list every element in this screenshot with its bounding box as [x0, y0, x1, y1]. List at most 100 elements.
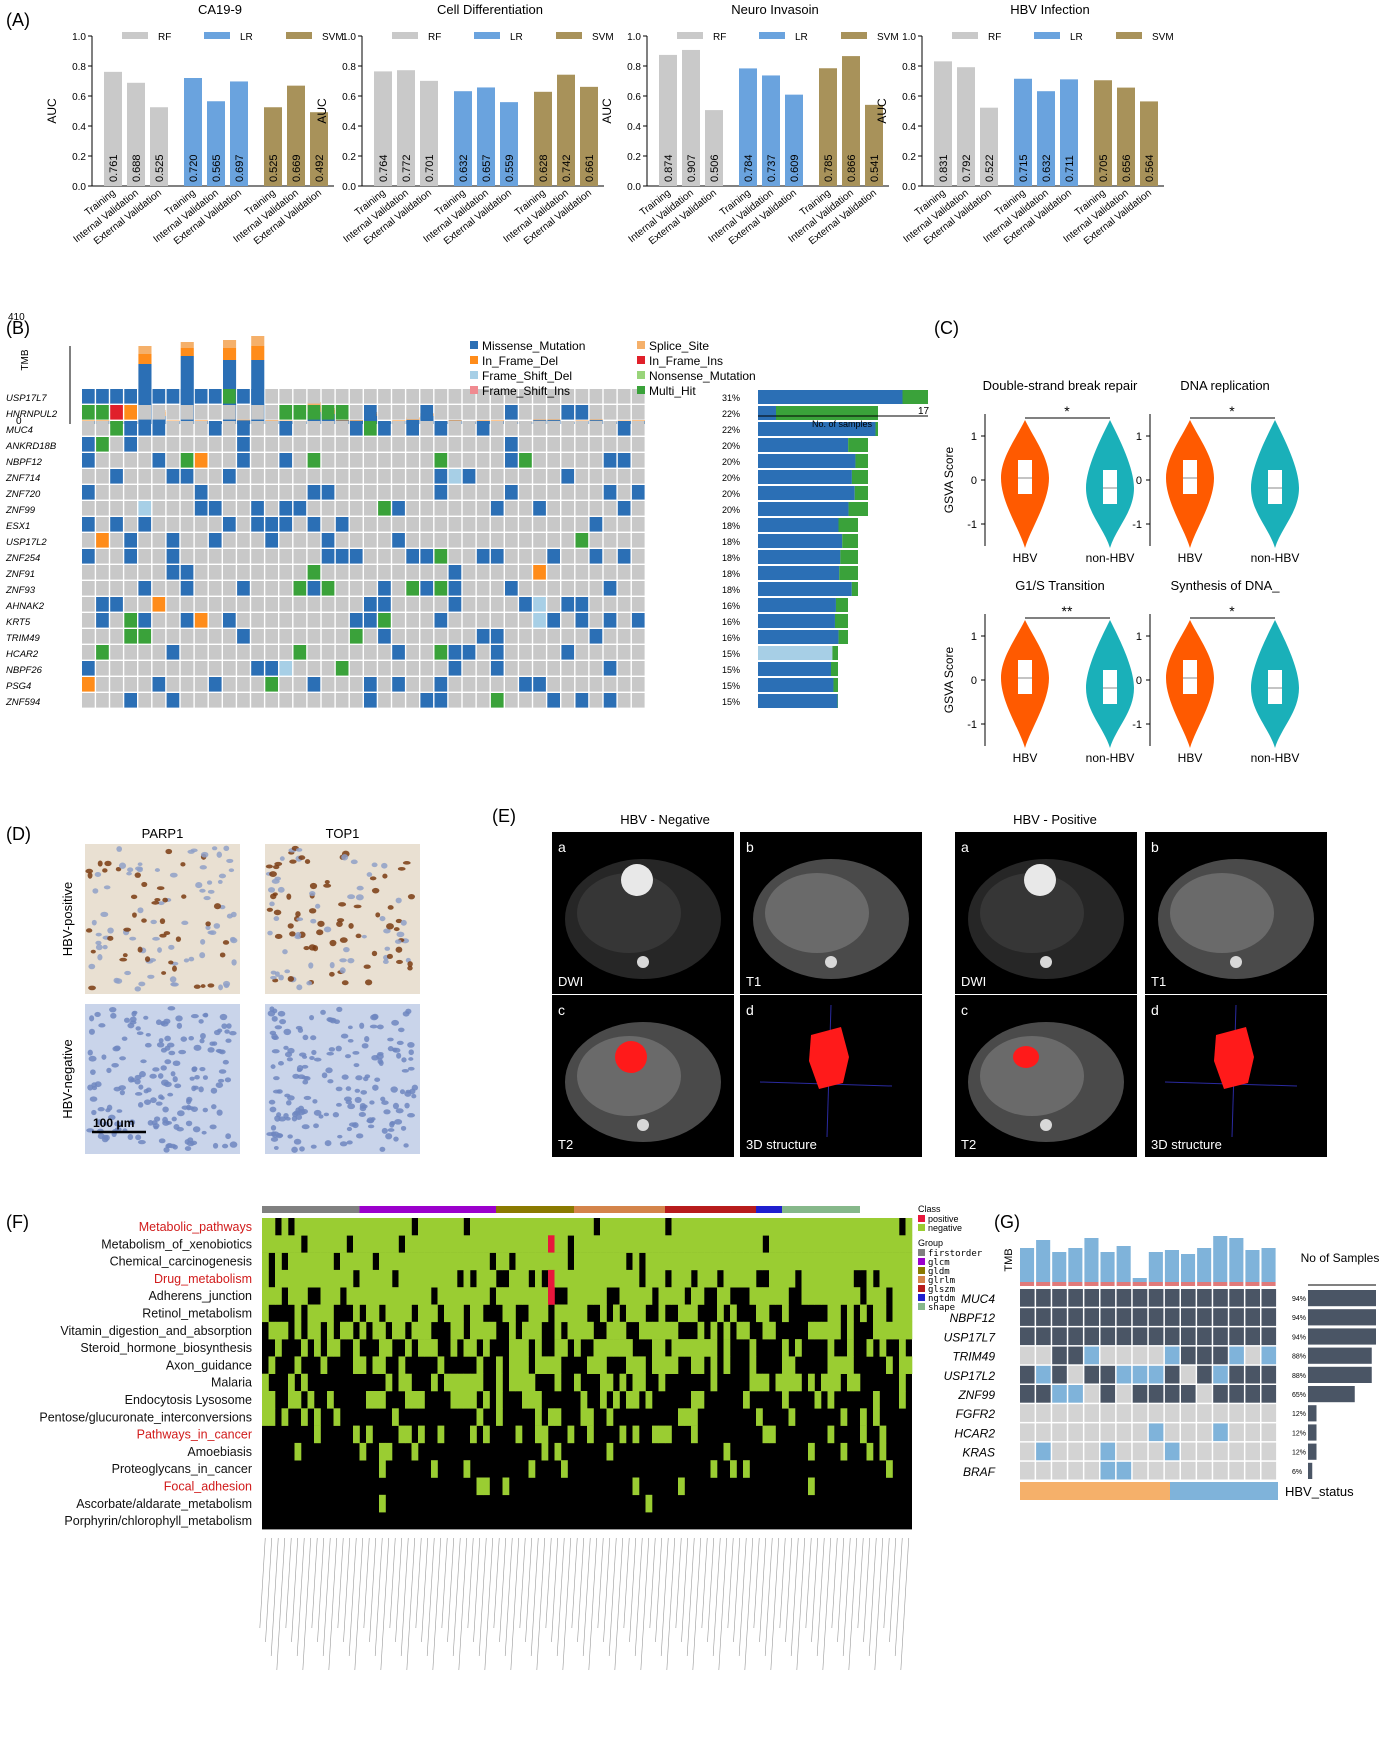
- tmb-bar: [166, 420, 180, 422]
- bar-value-label: 0.785: [823, 154, 835, 182]
- heatmap-cell: [658, 1425, 666, 1444]
- onco-cell: [575, 565, 589, 580]
- onco-cell: [547, 501, 560, 516]
- heatmap-cell: [899, 1287, 906, 1305]
- onco-cell: [307, 581, 321, 596]
- nucleus: [407, 1066, 415, 1071]
- onco-cell: [82, 629, 95, 644]
- onco-cell: [561, 549, 575, 564]
- onco-cell: [138, 693, 152, 708]
- onco-cell: [110, 533, 123, 548]
- heatmap-cell: [899, 1304, 906, 1323]
- nucleus: [172, 1060, 181, 1067]
- tmb-bar: [364, 416, 378, 424]
- nucleus: [199, 865, 207, 870]
- heatmap-cell: [392, 1252, 399, 1271]
- tmb-bar: [335, 419, 349, 421]
- heatmap-cell: [671, 1252, 679, 1271]
- feature-label-mark: [504, 1537, 513, 1657]
- onco-cell: [505, 421, 518, 436]
- heatmap-cell: [697, 1269, 705, 1288]
- onco-cell: [434, 437, 448, 452]
- heatmap-cell: [463, 1269, 471, 1288]
- onco-cell: [476, 517, 490, 532]
- onco-cell: [1116, 1442, 1132, 1461]
- bar-value-label: 0.831: [938, 154, 950, 182]
- bar: [842, 56, 860, 186]
- gene-percent: 31%: [722, 393, 740, 403]
- heatmap-cell: [444, 1252, 451, 1271]
- heatmap-cell: [886, 1235, 893, 1253]
- onco-cell: [448, 661, 462, 676]
- onco-cell: [251, 581, 264, 596]
- gene-percent: 65%: [1292, 1392, 1306, 1399]
- heatmap-cell: [346, 1218, 354, 1236]
- onco-cell: [1148, 1308, 1164, 1326]
- onco-cell: [237, 501, 250, 516]
- heatmap-cell: [684, 1269, 692, 1288]
- onco-cell: [420, 597, 434, 612]
- nucleus: [164, 1045, 171, 1051]
- pathway-label: Focal_adhesion: [164, 1480, 252, 1494]
- heatmap-cell: [385, 1442, 393, 1461]
- onco-cell: [194, 677, 208, 692]
- heatmap-cell: [730, 1235, 737, 1253]
- heatmap-cell: [275, 1269, 282, 1288]
- heatmap-cell: [392, 1304, 399, 1323]
- onco-cell: [307, 533, 321, 548]
- feature-label-mark: [712, 1537, 721, 1657]
- class-swatch: [918, 1215, 925, 1222]
- nucleus: [229, 1141, 238, 1148]
- nucleus: [153, 1116, 161, 1122]
- heatmap-cell: [658, 1321, 666, 1340]
- heatmap-cell: [411, 1321, 419, 1340]
- onco-cell: [138, 677, 152, 692]
- heatmap-cell: [710, 1218, 718, 1236]
- heatmap-cell: [372, 1321, 380, 1340]
- onco-cell: [617, 677, 631, 692]
- onco-cell: [124, 565, 137, 580]
- onco-cell: [138, 437, 152, 452]
- sample-bar: [1308, 1424, 1317, 1441]
- nucleus: [199, 1038, 205, 1044]
- heatmap-cell: [782, 1218, 789, 1236]
- onco-cell: [223, 405, 236, 420]
- onco-cell: [1068, 1327, 1083, 1346]
- heatmap-cell: [496, 1373, 503, 1392]
- bar: [980, 107, 998, 186]
- mri-image: bT1: [740, 832, 922, 994]
- nucleus: [315, 903, 321, 909]
- heatmap-cell: [593, 1356, 601, 1374]
- onco-cell: [237, 597, 250, 612]
- onco-cell: [505, 613, 518, 628]
- onco-cell: [166, 661, 180, 676]
- onco-cell: [617, 421, 631, 436]
- heatmap-cell: [749, 1287, 757, 1305]
- stained-nucleus: [130, 894, 138, 900]
- gene-percent: 20%: [722, 489, 740, 499]
- onco-cell: [519, 693, 532, 708]
- onco-cell: [434, 533, 448, 548]
- onco-cell: [434, 389, 448, 404]
- heatmap-cell: [717, 1235, 724, 1253]
- tmb-bar-secondary: [1084, 1282, 1099, 1286]
- onco-cell: [180, 677, 194, 692]
- onco-cell: [547, 693, 560, 708]
- heatmap-cell: [457, 1373, 464, 1392]
- onco-cell: [1164, 1423, 1180, 1442]
- heatmap-cell: [899, 1339, 906, 1357]
- heatmap-cell: [483, 1321, 490, 1340]
- heatmap-cell: [476, 1321, 484, 1340]
- onco-cell: [1084, 1461, 1099, 1480]
- onco-cell: [82, 501, 95, 516]
- tmb-bar: [490, 420, 504, 422]
- onco-cell: [631, 485, 645, 500]
- onco-cell: [505, 453, 518, 468]
- stained-nucleus: [396, 959, 403, 964]
- class-swatch: [918, 1224, 925, 1231]
- heatmap-cell: [483, 1477, 490, 1496]
- class-label: negative: [928, 1223, 962, 1233]
- onco-cell: [335, 533, 349, 548]
- onco-cell: [265, 693, 278, 708]
